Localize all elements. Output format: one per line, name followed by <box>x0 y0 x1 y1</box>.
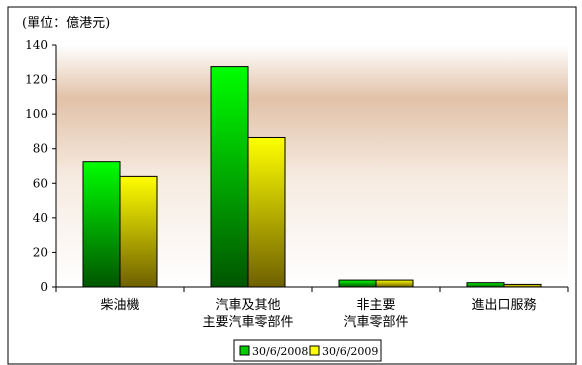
legend-box <box>233 339 382 362</box>
y-tick-label: 120 <box>25 73 48 87</box>
category-label: 汽車及其他 <box>215 298 280 313</box>
y-tick-label: 60 <box>33 176 48 190</box>
bar-series1-cat1 <box>82 161 121 288</box>
bar-series1-cat4 <box>466 282 505 288</box>
bar-series1-cat3 <box>338 279 377 288</box>
y-tick-label: 0 <box>40 280 48 294</box>
legend-label-series1: 30/6/2008 <box>252 345 308 358</box>
legend-label-series2: 30/6/2009 <box>322 345 378 358</box>
category-label: 柴油機 <box>100 298 139 313</box>
chart-frame <box>7 6 577 365</box>
y-tick-label: 100 <box>25 107 48 121</box>
category-label: 汽車零部件 <box>343 315 408 330</box>
y-tick-label: 140 <box>25 38 48 52</box>
legend: 30/6/2008 30/6/2009 <box>233 339 382 362</box>
unit-label: (單位：億港元) <box>22 15 110 31</box>
legend-swatch-series1 <box>239 345 250 356</box>
bar-series1-cat2 <box>210 66 249 288</box>
category-label: 進出口服務 <box>471 298 536 313</box>
category-label: 主要汽車零部件 <box>202 315 293 330</box>
y-tick-label: 20 <box>33 245 48 259</box>
bar-series2-cat3 <box>375 279 414 288</box>
category-label: 非主要 <box>356 298 395 313</box>
bar-series2-cat1 <box>119 175 158 288</box>
y-tick-label: 40 <box>33 211 48 225</box>
bar-series2-cat2 <box>247 136 286 288</box>
y-tick-label: 80 <box>33 142 48 156</box>
legend-swatch-series2 <box>309 345 320 356</box>
